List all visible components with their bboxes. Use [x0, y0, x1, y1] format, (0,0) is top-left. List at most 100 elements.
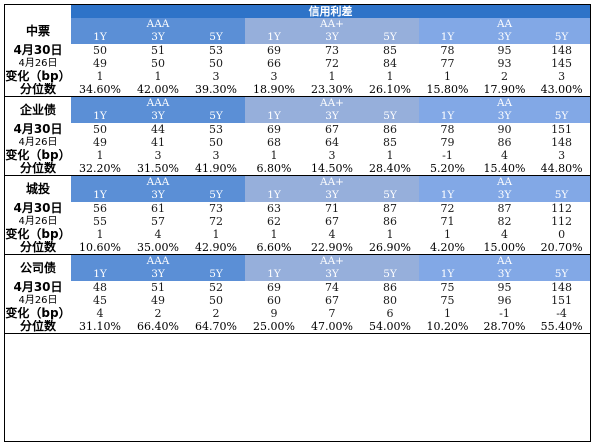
row-label: 4月26日	[18, 137, 58, 148]
value-cell: 1	[154, 70, 162, 83]
value-cell: 4	[154, 228, 162, 241]
tenor-header: 1Y	[245, 31, 303, 44]
value-cell: 0	[558, 228, 566, 241]
tenor-header: 5Y	[533, 189, 591, 202]
value-cell: 45	[93, 294, 107, 307]
value-cell: 148	[551, 136, 573, 149]
value-cell: 86	[383, 123, 397, 136]
value-cell: 3	[558, 70, 566, 83]
row-label: 变化（bp）	[5, 307, 71, 320]
section-header-tenor-row: 1Y 3Y 5Y 1Y 3Y 5Y 1Y 3Y 5Y	[5, 110, 591, 123]
value-cell: 79	[440, 136, 455, 149]
value-cell: 1	[444, 307, 451, 320]
value-cell: 2	[154, 307, 162, 320]
value-cell: 148	[551, 281, 573, 294]
value-cell: 50	[151, 57, 165, 70]
value-cell: 17.90%	[476, 83, 533, 97]
tenor-header: 1Y	[245, 110, 303, 123]
value-cell: 73	[209, 202, 223, 215]
section-header-tenor-row: 1Y 3Y 5Y 1Y 3Y 5Y 1Y 3Y 5Y	[5, 268, 591, 281]
value-cell: 71	[440, 215, 455, 228]
date-row-current: 4月30日 50 51 53 69 73 85 78 95 148	[5, 44, 590, 57]
rating-header: AA+	[245, 96, 419, 110]
value-cell: 3	[558, 149, 566, 162]
value-cell: 3	[154, 149, 162, 162]
value-cell: 14.50%	[303, 162, 361, 176]
value-cell: 86	[383, 215, 397, 228]
value-cell: 10.60%	[71, 241, 129, 255]
tenor-header: 5Y	[187, 189, 245, 202]
section-name: 企业债	[19, 102, 56, 117]
value-cell: 95	[497, 44, 512, 57]
row-label: 4月30日	[13, 44, 63, 57]
value-cell: 4	[501, 149, 508, 162]
section-header-rating-row: 企业债 AAA AA+ AA	[5, 96, 591, 116]
value-cell: 63	[267, 202, 281, 215]
value-cell: 10.20%	[419, 320, 476, 334]
rating-header: AA	[419, 18, 591, 31]
credit-spread-table-frame: 信用利差 中票 AAA AA+ AA 1Y 3Y 5Y 1Y 3Y 5Y 1Y 3Y 5Y 4月30日 50 5…	[4, 4, 591, 442]
row-label: 4月30日	[13, 202, 63, 215]
value-cell: 2	[212, 307, 220, 320]
rating-header: AA+	[245, 254, 419, 268]
value-cell: 1	[386, 70, 394, 83]
value-cell: 2	[501, 70, 508, 83]
value-cell: 85	[383, 136, 397, 149]
change-row: 变化（bp） 1 1 3 3 1 1 1 2 3	[5, 70, 590, 83]
tenor-header: 3Y	[476, 31, 533, 44]
date-row-current: 4月30日 48 51 52 69 74 86 75 95 148	[5, 281, 590, 294]
value-cell: 93	[497, 57, 512, 70]
value-cell: 44	[151, 123, 165, 136]
value-cell: 55.40%	[533, 320, 591, 334]
change-row: 变化（bp） 1 3 3 1 3 1 -1 4 3	[5, 149, 590, 162]
value-cell: 26.10%	[361, 83, 419, 97]
value-cell: 72	[209, 215, 223, 228]
rating-header: AA+	[245, 175, 419, 189]
value-cell: 62	[267, 215, 281, 228]
section-name: 城投	[25, 181, 50, 196]
value-cell: 67	[325, 123, 339, 136]
value-cell: 87	[383, 202, 397, 215]
value-cell: 51	[151, 281, 165, 294]
value-cell: 54.00%	[361, 320, 419, 334]
row-label: 4月26日	[18, 58, 58, 69]
value-cell: 31.50%	[129, 162, 187, 176]
value-cell: 90	[497, 123, 512, 136]
value-cell: -1	[442, 149, 453, 162]
value-cell: 1	[328, 70, 336, 83]
value-cell: 84	[383, 57, 397, 70]
tenor-header: 1Y	[419, 110, 476, 123]
value-cell: 1	[270, 149, 278, 162]
section-name: 公司债	[19, 260, 56, 275]
value-cell: 5.20%	[419, 162, 476, 176]
tenor-header: 1Y	[71, 189, 129, 202]
value-cell: 66.40%	[129, 320, 187, 334]
value-cell: 61	[151, 202, 165, 215]
value-cell: 50	[209, 136, 223, 149]
value-cell: 23.30%	[303, 83, 361, 97]
value-cell: 145	[551, 57, 573, 70]
section-header-rating-row: 中票 AAA AA+ AA	[5, 18, 591, 37]
value-cell: 74	[325, 281, 339, 294]
row-label: 分位数	[5, 83, 71, 97]
value-cell: 3	[270, 70, 278, 83]
value-cell: 69	[267, 123, 281, 136]
value-cell: 3	[212, 70, 220, 83]
value-cell: 4	[501, 228, 508, 241]
value-cell: 69	[267, 281, 281, 294]
value-cell: 32.20%	[71, 162, 129, 176]
percentile-row: 分位数 31.10% 66.40% 64.70% 25.00% 47.00% 54.00% 1…	[5, 320, 591, 334]
value-cell: 26.90%	[361, 241, 419, 255]
value-cell: 4.20%	[419, 241, 476, 255]
value-cell: 55	[93, 215, 107, 228]
value-cell: 3	[328, 149, 336, 162]
value-cell: 48	[93, 281, 107, 294]
row-label: 4月26日	[18, 295, 58, 306]
tenor-header: 1Y	[245, 189, 303, 202]
value-cell: 6	[386, 307, 394, 320]
value-cell: 64	[325, 136, 339, 149]
value-cell: 68	[267, 136, 281, 149]
value-cell: 49	[151, 294, 165, 307]
value-cell: 52	[209, 281, 223, 294]
tenor-header: 5Y	[187, 110, 245, 123]
